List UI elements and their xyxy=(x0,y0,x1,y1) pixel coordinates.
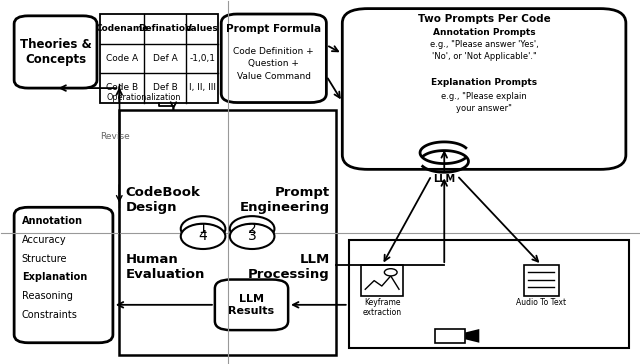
Circle shape xyxy=(180,224,225,249)
Text: CodeBook
Design: CodeBook Design xyxy=(125,186,200,214)
Circle shape xyxy=(385,269,397,276)
Text: Explanation: Explanation xyxy=(22,272,87,282)
Text: 3: 3 xyxy=(248,229,257,244)
Text: -1,0,1: -1,0,1 xyxy=(189,54,215,63)
FancyBboxPatch shape xyxy=(221,14,326,103)
Text: LLM: LLM xyxy=(433,174,455,184)
Text: Structure: Structure xyxy=(22,254,67,264)
Bar xyxy=(524,265,559,296)
Text: Explanation Prompts: Explanation Prompts xyxy=(431,78,537,87)
Text: I, II, III: I, II, III xyxy=(189,83,216,92)
Bar xyxy=(100,14,218,103)
Text: Prompt
Engineering: Prompt Engineering xyxy=(239,186,330,214)
FancyBboxPatch shape xyxy=(14,207,113,343)
Text: Defination: Defination xyxy=(138,24,192,33)
Text: LLM
Results: LLM Results xyxy=(228,294,275,316)
FancyBboxPatch shape xyxy=(14,16,97,88)
Bar xyxy=(362,265,403,296)
Text: Prompt Formula: Prompt Formula xyxy=(226,24,321,34)
Text: Annotation: Annotation xyxy=(22,216,83,226)
Text: Code A: Code A xyxy=(106,54,138,63)
Text: LLM
Processing: LLM Processing xyxy=(248,253,330,281)
Text: e.g., "Please answer 'Yes',
'No', or 'Not Applicable'.": e.g., "Please answer 'Yes', 'No', or 'No… xyxy=(429,40,538,60)
Bar xyxy=(435,329,465,343)
FancyBboxPatch shape xyxy=(342,9,626,169)
Text: Code B: Code B xyxy=(106,83,138,92)
Text: Human
Evaluation: Human Evaluation xyxy=(125,253,205,281)
FancyBboxPatch shape xyxy=(215,280,288,330)
Text: Def B: Def B xyxy=(152,83,177,92)
Circle shape xyxy=(230,216,275,241)
Text: Code Definition +
Question +
Value Command: Code Definition + Question + Value Comma… xyxy=(234,47,314,81)
Text: Constraints: Constraints xyxy=(22,310,77,320)
Polygon shape xyxy=(465,329,479,343)
Circle shape xyxy=(230,224,275,249)
Text: Reasoning: Reasoning xyxy=(22,291,73,301)
Text: 4: 4 xyxy=(198,229,207,244)
Text: Codename: Codename xyxy=(95,24,148,33)
Text: 2: 2 xyxy=(248,222,257,236)
Text: Theories &
Concepts: Theories & Concepts xyxy=(20,38,92,66)
Text: Def A: Def A xyxy=(152,54,177,63)
Text: Audio To Text: Audio To Text xyxy=(516,298,566,306)
Text: e.g., "Please explain
your answer": e.g., "Please explain your answer" xyxy=(441,92,527,113)
Text: Keyframe
extraction: Keyframe extraction xyxy=(363,298,402,317)
Text: 1: 1 xyxy=(198,222,207,236)
Text: Annotation Prompts: Annotation Prompts xyxy=(433,28,536,37)
Text: Accuracy: Accuracy xyxy=(22,235,67,245)
Text: Operationalization: Operationalization xyxy=(106,92,181,102)
Text: Values: Values xyxy=(185,24,219,33)
Circle shape xyxy=(180,216,225,241)
Bar xyxy=(119,110,336,355)
Text: Two Prompts Per Code: Two Prompts Per Code xyxy=(418,14,550,24)
Text: Revise: Revise xyxy=(100,132,130,141)
Bar xyxy=(349,240,629,348)
